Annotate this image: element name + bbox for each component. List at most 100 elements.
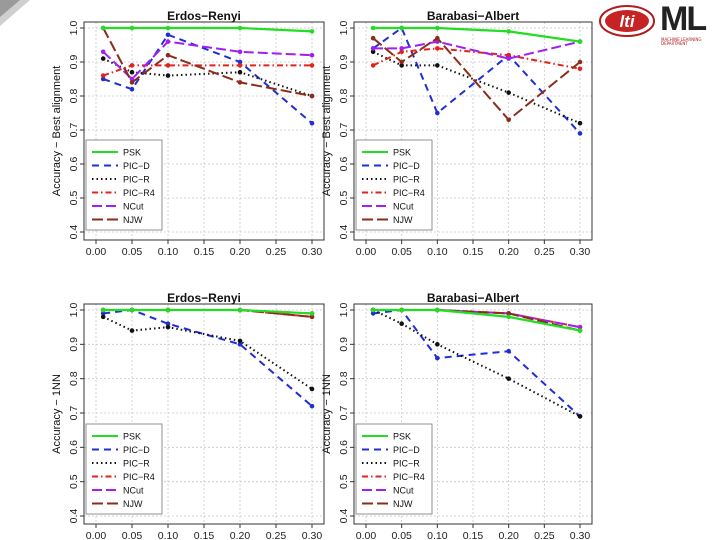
series-line-pic-r4	[102, 64, 312, 77]
lti-logo: lti	[599, 5, 655, 37]
data-point-njw	[399, 59, 404, 65]
legend-label-pic-r: PIC−R	[393, 175, 420, 185]
y-tick-label: 1.0	[338, 303, 350, 318]
data-point-pic-r4	[165, 63, 171, 68]
logo-bar: lti ML Machine Learning Department	[598, 0, 716, 48]
data-point-pic-r4	[100, 73, 106, 78]
legend-label-njw: NJW	[393, 499, 413, 509]
data-point-pic-r	[100, 56, 106, 61]
data-point-ncut	[506, 56, 511, 61]
x-tick-label: 0.25	[534, 246, 555, 258]
data-point-pic-d	[435, 355, 440, 361]
y-tick-label: 0.8	[338, 371, 350, 386]
y-axis-label: Accuracy − Best alignment	[51, 66, 63, 197]
legend-label-njw: NJW	[123, 215, 143, 225]
data-point-psk	[100, 25, 106, 31]
data-point-pic-r	[100, 314, 106, 320]
legend-label-pic-d: PIC−D	[393, 445, 420, 455]
data-point-pic-r	[165, 324, 171, 330]
legend-label-pic-r4: PIC−R4	[393, 472, 425, 482]
data-point-pic-r	[399, 321, 404, 327]
y-tick-label: 0.5	[68, 474, 80, 489]
legend-label-pic-d: PIC−D	[123, 161, 150, 171]
series-line-pic-d	[372, 27, 581, 135]
data-point-pic-d	[165, 321, 171, 327]
y-tick-label: 0.6	[338, 440, 350, 455]
data-point-psk	[370, 25, 376, 31]
x-tick-label: 0.20	[498, 530, 519, 540]
chart-title: Erdos−Renyi	[167, 291, 241, 305]
slide-corner-mark	[0, 0, 30, 26]
data-point-pic-d	[100, 76, 106, 82]
data-point-psk	[506, 29, 511, 34]
data-point-ncut	[577, 324, 583, 330]
legend-label-njw: NJW	[123, 499, 143, 509]
y-axis-label: Accuracy − Best alignment	[321, 66, 333, 197]
x-tick-label: 0.00	[356, 246, 377, 258]
x-tick-label: 0.10	[158, 530, 179, 540]
y-tick-label: 0.5	[68, 191, 80, 206]
data-point-pic-r	[577, 120, 583, 126]
data-point-pic-r	[399, 63, 404, 68]
legend-label-pic-d: PIC−D	[123, 445, 150, 455]
data-point-psk	[399, 307, 404, 313]
data-point-pic-r	[577, 414, 583, 419]
data-point-ncut	[370, 46, 376, 51]
chart-title: Erdos−Renyi	[167, 9, 241, 23]
data-point-ncut	[165, 39, 171, 44]
ml-logo-text: ML	[660, 0, 707, 38]
data-point-pic-r	[370, 49, 376, 55]
y-axis-label: Accuracy − 1NN	[321, 374, 333, 454]
x-tick-label: 0.30	[570, 530, 591, 540]
data-point-pic-r4	[309, 63, 315, 68]
legend-box	[355, 139, 433, 231]
x-tick-label: 0.00	[356, 530, 377, 540]
legend-box	[85, 139, 163, 231]
data-point-pic-d	[506, 348, 511, 354]
legend-label-pic-d: PIC−D	[393, 161, 420, 171]
y-tick-label: 0.9	[68, 337, 80, 352]
x-tick-label: 0.20	[230, 246, 251, 258]
legend-label-pic-r4: PIC−R4	[393, 188, 425, 198]
y-tick-label: 0.6	[338, 157, 350, 172]
data-point-psk	[129, 25, 135, 31]
data-point-psk	[399, 25, 404, 31]
legend-label-ncut: NCut	[123, 486, 144, 496]
data-point-pic-d	[129, 86, 135, 92]
x-tick-label: 0.05	[391, 246, 412, 258]
data-point-psk	[435, 307, 440, 313]
data-point-njw	[577, 59, 583, 65]
data-point-pic-r4	[399, 49, 404, 55]
x-tick-label: 0.25	[266, 246, 287, 258]
y-tick-label: 0.4	[338, 225, 350, 240]
data-point-pic-d	[100, 311, 106, 316]
data-point-ncut	[237, 49, 243, 55]
lti-logo-text: lti	[619, 12, 635, 31]
legend-label-psk: PSK	[123, 148, 141, 158]
data-point-njw	[237, 80, 243, 85]
data-point-pic-r	[435, 342, 440, 347]
data-point-pic-d	[237, 59, 243, 65]
data-point-pic-d	[165, 32, 171, 38]
x-tick-label: 0.30	[302, 530, 323, 540]
series-line-ncut	[373, 40, 581, 60]
x-tick-label: 0.00	[86, 530, 107, 540]
data-point-psk	[129, 307, 135, 313]
data-point-pic-r4	[237, 63, 243, 68]
y-tick-label: 0.7	[68, 123, 80, 138]
data-point-njw	[435, 35, 440, 41]
data-point-pic-r4	[370, 63, 376, 68]
data-point-psk	[309, 311, 315, 316]
legend-label-njw: NJW	[393, 215, 413, 225]
x-tick-label: 0.15	[194, 530, 215, 540]
chart-panel-2: Barabasi−Albert 0.00 0.05 0.10 0.15 0.20 0.25 0…	[321, 9, 593, 258]
data-point-pic-r4	[577, 66, 583, 72]
data-point-pic-d	[309, 403, 315, 409]
y-tick-label: 0.9	[338, 55, 350, 70]
data-point-njw	[370, 35, 376, 41]
legend-label-psk: PSK	[393, 432, 411, 442]
series-line-pic-d	[373, 309, 581, 418]
data-point-psk	[237, 25, 243, 31]
data-point-ncut	[129, 76, 135, 82]
